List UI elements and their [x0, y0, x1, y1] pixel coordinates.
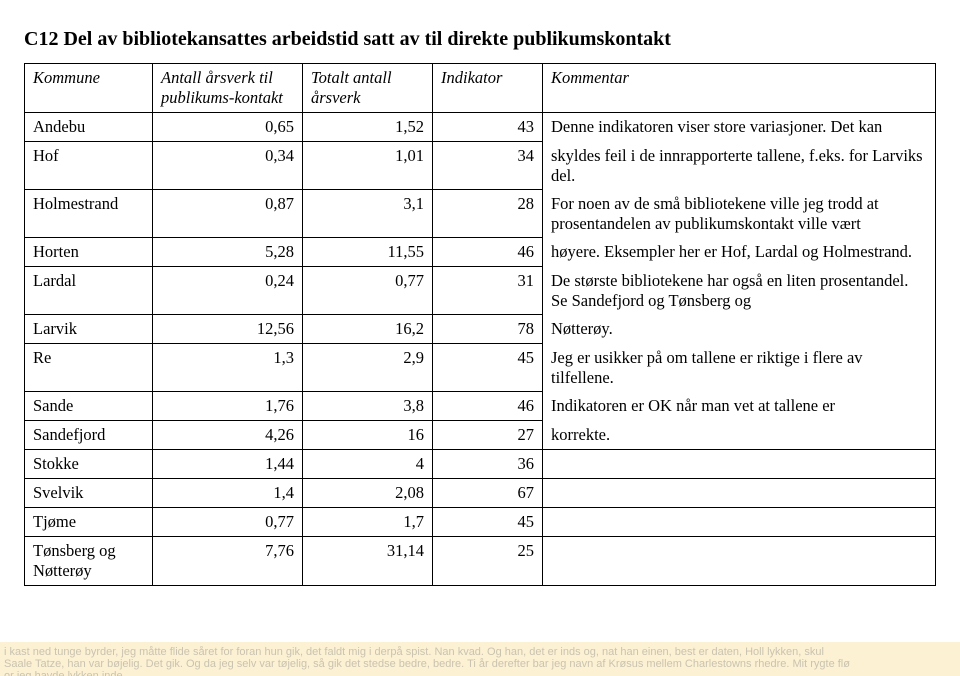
- cell-kommune: Svelvik: [25, 479, 153, 508]
- table-row: Re 1,3 2,9 45 Jeg er usikker på om talle…: [25, 344, 936, 392]
- col-arsverk-publikum: Antall årsverk til publikums-kontakt: [153, 64, 303, 113]
- table-row: Tønsberg og Nøtterøy 7,76 31,14 25: [25, 537, 936, 586]
- cell-kommune: Holmestrand: [25, 190, 153, 238]
- table-row: Andebu 0,65 1,52 43 Denne indikatoren vi…: [25, 113, 936, 142]
- cell-kommune: Hof: [25, 142, 153, 190]
- cell-a: 0,77: [153, 508, 303, 537]
- cell-kommentar-empty: [543, 508, 936, 537]
- cell-b: 1,52: [303, 113, 433, 142]
- cell-a: 1,4: [153, 479, 303, 508]
- cell-kommentar: De største bibliotekene har også en lite…: [543, 267, 936, 315]
- cell-kommune: Sande: [25, 392, 153, 421]
- cell-a: 0,65: [153, 113, 303, 142]
- cell-kommentar: Nøtterøy.: [543, 315, 936, 344]
- cell-kommune: Tjøme: [25, 508, 153, 537]
- cell-kommune: Re: [25, 344, 153, 392]
- cell-ind: 31: [433, 267, 543, 315]
- cell-ind: 27: [433, 421, 543, 450]
- col-kommune: Kommune: [25, 64, 153, 113]
- cell-a: 0,24: [153, 267, 303, 315]
- cell-ind: 46: [433, 238, 543, 267]
- cell-a: 12,56: [153, 315, 303, 344]
- cell-kommune: Sandefjord: [25, 421, 153, 450]
- cell-a: 7,76: [153, 537, 303, 586]
- cell-a: 0,34: [153, 142, 303, 190]
- cell-b: 31,14: [303, 537, 433, 586]
- data-table: Kommune Antall årsverk til publikums-kon…: [24, 63, 936, 586]
- table-row: Stokke 1,44 4 36: [25, 450, 936, 479]
- footer-line: i kast ned tunge byrder, jeg måtte flide…: [4, 646, 956, 658]
- cell-ind: 45: [433, 508, 543, 537]
- cell-kommune: Lardal: [25, 267, 153, 315]
- footer-line: Saale Tatze, han var bøjelig. Det gik. O…: [4, 658, 956, 670]
- cell-a: 1,44: [153, 450, 303, 479]
- table-row: Horten 5,28 11,55 46 høyere. Eksempler h…: [25, 238, 936, 267]
- table-row: Svelvik 1,4 2,08 67: [25, 479, 936, 508]
- cell-a: 0,87: [153, 190, 303, 238]
- cell-kommune: Andebu: [25, 113, 153, 142]
- cell-kommune: Horten: [25, 238, 153, 267]
- cell-b: 11,55: [303, 238, 433, 267]
- table-row: Holmestrand 0,87 3,1 28 For noen av de s…: [25, 190, 936, 238]
- table-header-row: Kommune Antall årsverk til publikums-kon…: [25, 64, 936, 113]
- cell-ind: 43: [433, 113, 543, 142]
- cell-b: 1,01: [303, 142, 433, 190]
- cell-kommentar-empty: [543, 537, 936, 586]
- cell-kommentar: høyere. Eksempler her er Hof, Lardal og …: [543, 238, 936, 267]
- table-row: Larvik 12,56 16,2 78 Nøtterøy.: [25, 315, 936, 344]
- col-kommentar: Kommentar: [543, 64, 936, 113]
- cell-b: 3,8: [303, 392, 433, 421]
- cell-kommentar: Jeg er usikker på om tallene er riktige …: [543, 344, 936, 392]
- cell-ind: 34: [433, 142, 543, 190]
- cell-ind: 78: [433, 315, 543, 344]
- cell-a: 5,28: [153, 238, 303, 267]
- cell-ind: 28: [433, 190, 543, 238]
- table-row: Sandefjord 4,26 16 27 korrekte.: [25, 421, 936, 450]
- cell-kommentar: skyldes feil i de innrapporterte tallene…: [543, 142, 936, 190]
- cell-b: 4: [303, 450, 433, 479]
- cell-kommentar: Denne indikatoren viser store variasjone…: [543, 113, 936, 142]
- col-arsverk-totalt: Totalt antall årsverk: [303, 64, 433, 113]
- footer-strip: i kast ned tunge byrder, jeg måtte flide…: [0, 642, 960, 676]
- cell-kommentar-empty: [543, 450, 936, 479]
- table-row: Sande 1,76 3,8 46 Indikatoren er OK når …: [25, 392, 936, 421]
- cell-kommune: Larvik: [25, 315, 153, 344]
- cell-a: 1,76: [153, 392, 303, 421]
- cell-kommentar: korrekte.: [543, 421, 936, 450]
- cell-kommentar: For noen av de små bibliotekene ville je…: [543, 190, 936, 238]
- cell-ind: 36: [433, 450, 543, 479]
- table-row: Hof 0,34 1,01 34 skyldes feil i de innra…: [25, 142, 936, 190]
- col-indikator: Indikator: [433, 64, 543, 113]
- cell-b: 3,1: [303, 190, 433, 238]
- cell-ind: 46: [433, 392, 543, 421]
- footer-line: or jeg havde lykken inde: [4, 670, 956, 676]
- cell-b: 16: [303, 421, 433, 450]
- cell-kommune: Stokke: [25, 450, 153, 479]
- cell-b: 2,08: [303, 479, 433, 508]
- cell-b: 16,2: [303, 315, 433, 344]
- cell-ind: 67: [433, 479, 543, 508]
- cell-kommune: Tønsberg og Nøtterøy: [25, 537, 153, 586]
- cell-ind: 25: [433, 537, 543, 586]
- cell-a: 4,26: [153, 421, 303, 450]
- table-row: Tjøme 0,77 1,7 45: [25, 508, 936, 537]
- page-title: C12 Del av bibliotekansattes arbeidstid …: [24, 28, 936, 51]
- table-row: Lardal 0,24 0,77 31 De største bibliotek…: [25, 267, 936, 315]
- cell-b: 0,77: [303, 267, 433, 315]
- cell-b: 2,9: [303, 344, 433, 392]
- cell-b: 1,7: [303, 508, 433, 537]
- cell-kommentar-empty: [543, 479, 936, 508]
- cell-kommentar: Indikatoren er OK når man vet at tallene…: [543, 392, 936, 421]
- cell-ind: 45: [433, 344, 543, 392]
- cell-a: 1,3: [153, 344, 303, 392]
